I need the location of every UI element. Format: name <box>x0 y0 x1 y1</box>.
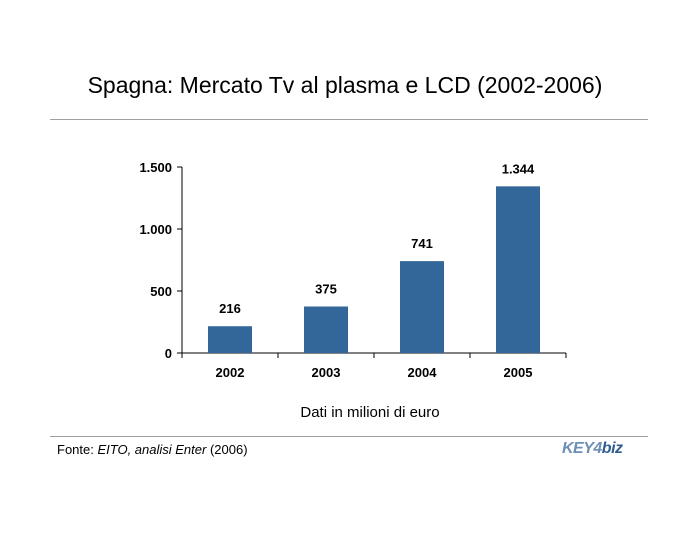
key4biz-logo: KEY4biz <box>562 440 623 458</box>
bar-value-label: 741 <box>411 236 433 251</box>
unit-note: Dati in milioni di euro <box>300 404 440 421</box>
y-tick-label: 1.500 <box>139 160 172 175</box>
bar-value-label: 1.344 <box>502 161 535 176</box>
source-name: EITO, analisi Enter <box>97 442 207 457</box>
source-note: Fonte: EITO, analisi Enter (2006) <box>57 442 248 457</box>
top-divider <box>50 119 648 120</box>
y-tick-label: 1.000 <box>139 222 172 237</box>
bottom-divider <box>50 436 648 437</box>
bar-value-label: 216 <box>219 301 241 316</box>
bar <box>304 306 348 353</box>
x-tick-label: 2005 <box>504 365 533 380</box>
logo-part-biz: biz <box>601 440 623 457</box>
bar <box>208 326 252 353</box>
source-prefix: Fonte: <box>57 442 98 457</box>
y-tick-label: 0 <box>165 346 172 361</box>
x-tick-label: 2003 <box>312 365 341 380</box>
x-tick-label: 2002 <box>216 365 245 380</box>
bar <box>400 261 444 353</box>
y-tick-label: 500 <box>150 284 172 299</box>
source-suffix: (2006) <box>206 442 248 457</box>
logo-part-key4: KEY4 <box>562 440 602 457</box>
bar-value-label: 375 <box>315 282 337 297</box>
x-tick-label: 2004 <box>408 365 438 380</box>
chart-title: Spagna: Mercato Tv al plasma e LCD (2002… <box>87 72 603 98</box>
bar <box>496 186 540 353</box>
